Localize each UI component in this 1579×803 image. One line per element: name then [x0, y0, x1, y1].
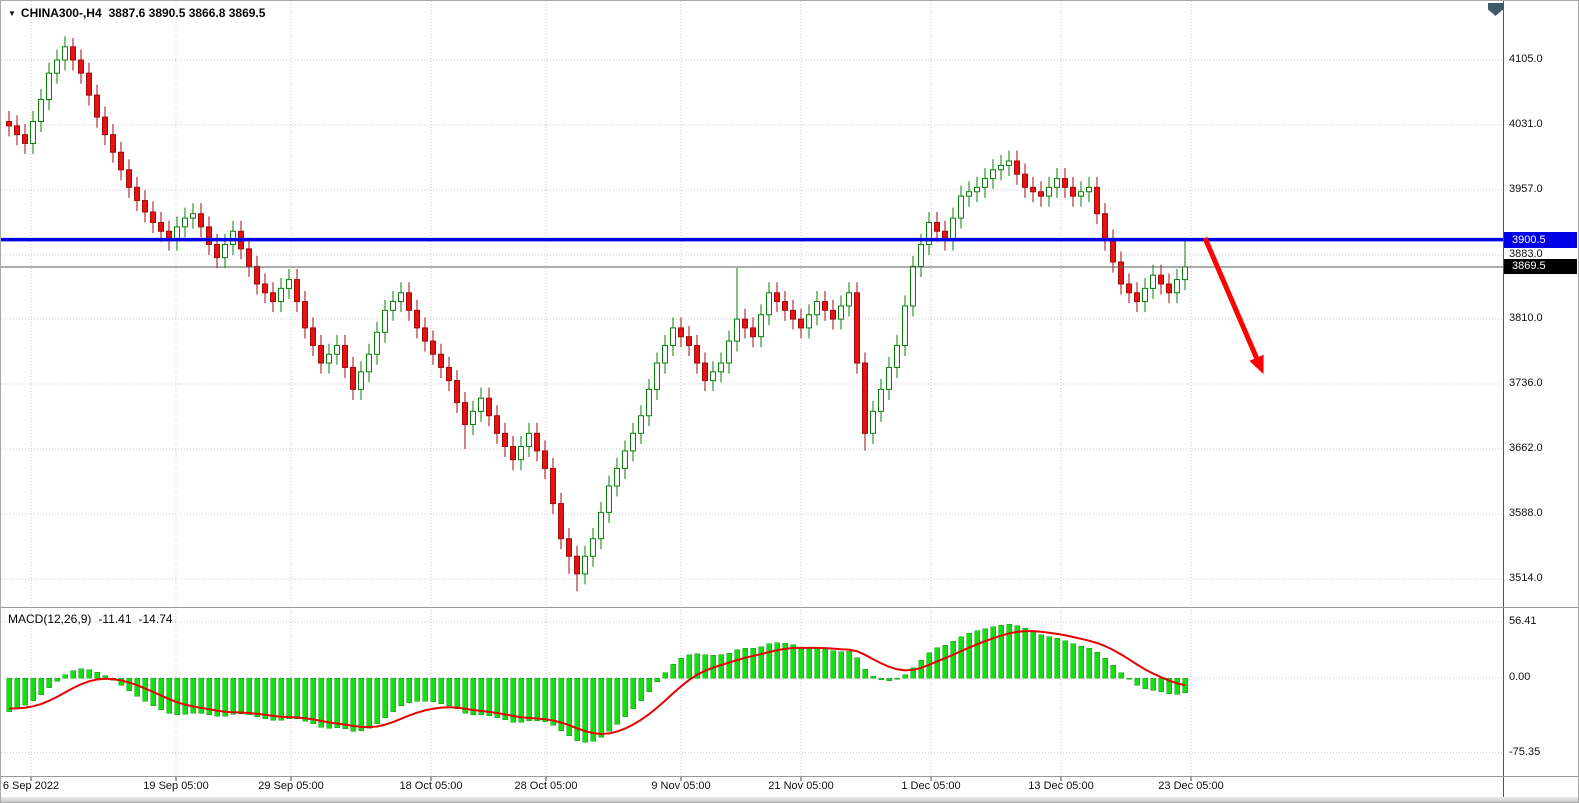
macd-indicator-label: MACD(12,26,9)	[8, 612, 92, 626]
time-axis-label: 18 Oct 05:00	[399, 780, 463, 792]
time-axis-label: 9 Nov 05:00	[651, 780, 711, 792]
macd-label-row: MACD(12,26,9) -11.41 -14.74	[8, 612, 180, 626]
macd-axis-label: -75.35	[1509, 746, 1541, 758]
price-axis-label: 3957.0	[1509, 183, 1543, 195]
price-axis-label: 3883.0	[1509, 248, 1543, 260]
current-price-badge: 3869.5	[1504, 259, 1577, 274]
macd-axis-label: 56.41	[1509, 615, 1537, 627]
macd-axis-label: 0.00	[1509, 671, 1531, 683]
time-axis-label: 6 Sep 2022	[2, 780, 60, 792]
macd-histogram	[6, 624, 1188, 743]
time-axis[interactable]: 6 Sep 2022 19 Sep 05:00 29 Sep 05:00 18 …	[1, 777, 1578, 797]
trend-arrow[interactable]	[1202, 237, 1264, 375]
hline-price-badge: 3900.5	[1504, 232, 1577, 248]
macd-value-signal: -14.74	[138, 612, 173, 626]
price-axis-label: 3736.0	[1509, 377, 1543, 389]
price-axis[interactable]: 4105.0 4031.0 3957.0 3883.0 3810.0 3736.…	[1504, 1, 1578, 797]
price-axis-label: 4031.0	[1509, 118, 1543, 130]
price-axis-label: 3662.0	[1509, 442, 1543, 454]
price-axis-label: 3514.0	[1509, 572, 1543, 584]
time-axis-label: 19 Sep 05:00	[143, 780, 209, 792]
macd-value-main: -11.41	[98, 612, 132, 626]
time-axis-label: 1 Dec 05:00	[901, 780, 961, 792]
time-axis-label: 28 Oct 05:00	[514, 780, 578, 792]
price-axis-label: 4105.0	[1509, 53, 1543, 65]
chart-shift-marker[interactable]	[1488, 3, 1503, 16]
price-axis-label: 3810.0	[1509, 312, 1543, 324]
ohlc-values: 3887.6 3890.5 3866.8 3869.5	[108, 6, 266, 20]
symbol-dropdown-icon[interactable]: ▼	[8, 9, 16, 18]
symbol-period-label: CHINA300-,H4	[20, 6, 102, 20]
symbol-title: ▼ CHINA300-,H4 3887.6 3890.5 3866.8 3869.5	[8, 6, 265, 20]
price-axis-label: 3588.0	[1509, 507, 1543, 519]
time-axis-label: 13 Dec 05:00	[1028, 780, 1094, 792]
horizontal-scrollbar[interactable]	[1, 797, 1578, 802]
time-axis-label: 23 Dec 05:00	[1158, 780, 1224, 792]
candlestick-series	[6, 36, 1188, 592]
time-axis-label: 21 Nov 05:00	[768, 780, 834, 792]
grid-lines	[1, 1, 1503, 776]
time-axis-label: 29 Sep 05:00	[258, 780, 324, 792]
macd-signal-line	[8, 630, 1186, 735]
